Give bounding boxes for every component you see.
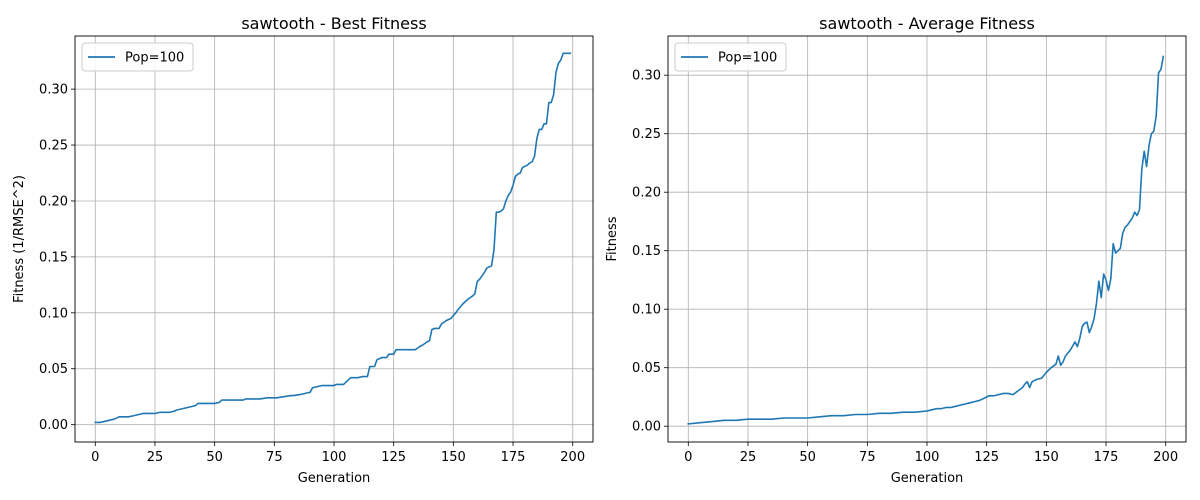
x-tick-label: 50: [799, 450, 816, 465]
x-tick-label: 100: [915, 450, 940, 465]
average-fitness-subplot: 0 25 50 75 100 125 150 175 200 0.00 0.05 0.10 0.15 0.…: [605, 14, 1187, 486]
series-line-0: [94, 52, 572, 424]
chart-title: sawtooth - Best Fitness: [241, 14, 426, 33]
x-axis-label: Generation: [298, 471, 371, 486]
chart-title: sawtooth - Average Fitness: [819, 14, 1035, 33]
legend: Pop=100: [81, 42, 194, 72]
y-tick-label: 0.30: [39, 83, 68, 98]
x-tick-label: 25: [147, 450, 164, 465]
x-tick-label: 150: [441, 450, 466, 465]
x-tick-label: 75: [266, 450, 283, 465]
y-axis-label: Fitness: [605, 216, 620, 261]
x-tick-label: 175: [501, 450, 526, 465]
y-tick-label: 0.20: [39, 194, 68, 209]
x-tick-label: 200: [1153, 450, 1178, 465]
legend-box: [674, 42, 787, 72]
y-tick-label: 0.25: [39, 139, 68, 154]
legend-label: Pop=100: [718, 51, 777, 66]
y-tick-label: 0.10: [632, 303, 661, 318]
y-tick-label: 0.00: [632, 420, 661, 435]
x-tick-label: 100: [322, 450, 347, 465]
y-tick-label: 0.05: [39, 362, 68, 377]
legend-label: Pop=100: [125, 51, 184, 66]
y-tick-label: 0.10: [39, 306, 68, 321]
y-tick-label: 0.15: [39, 250, 68, 265]
x-tick-label: 125: [974, 450, 999, 465]
plot-frame: [667, 35, 1187, 443]
y-tick-label: 0.00: [39, 418, 68, 433]
y-axis-label: Fitness (1/RMSE^2): [12, 175, 27, 303]
y-tick-label: 0.20: [632, 186, 661, 201]
legend-box: [81, 42, 194, 72]
x-tick-label: 125: [381, 450, 406, 465]
x-tick-label: 175: [1094, 450, 1119, 465]
x-tick-label: 200: [560, 450, 585, 465]
x-axis-label: Generation: [891, 471, 964, 486]
legend: Pop=100: [674, 42, 787, 72]
best-fitness-subplot: 0 25 50 75 100 125 150 175 200 0.00 0.05 0.10 0.15 0.…: [12, 14, 594, 486]
x-tick-label: 0: [684, 450, 692, 465]
x-tick-label: 75: [859, 450, 876, 465]
y-tick-label: 0.30: [632, 69, 661, 84]
series-line-0: [687, 55, 1165, 425]
x-tick-label: 150: [1034, 450, 1059, 465]
plot-frame: [74, 35, 594, 443]
y-tick-label: 0.15: [632, 244, 661, 259]
x-tick-label: 50: [206, 450, 223, 465]
y-tick-label: 0.25: [632, 127, 661, 142]
x-tick-label: 0: [91, 450, 99, 465]
x-tick-label: 25: [740, 450, 757, 465]
y-tick-label: 0.05: [632, 361, 661, 376]
